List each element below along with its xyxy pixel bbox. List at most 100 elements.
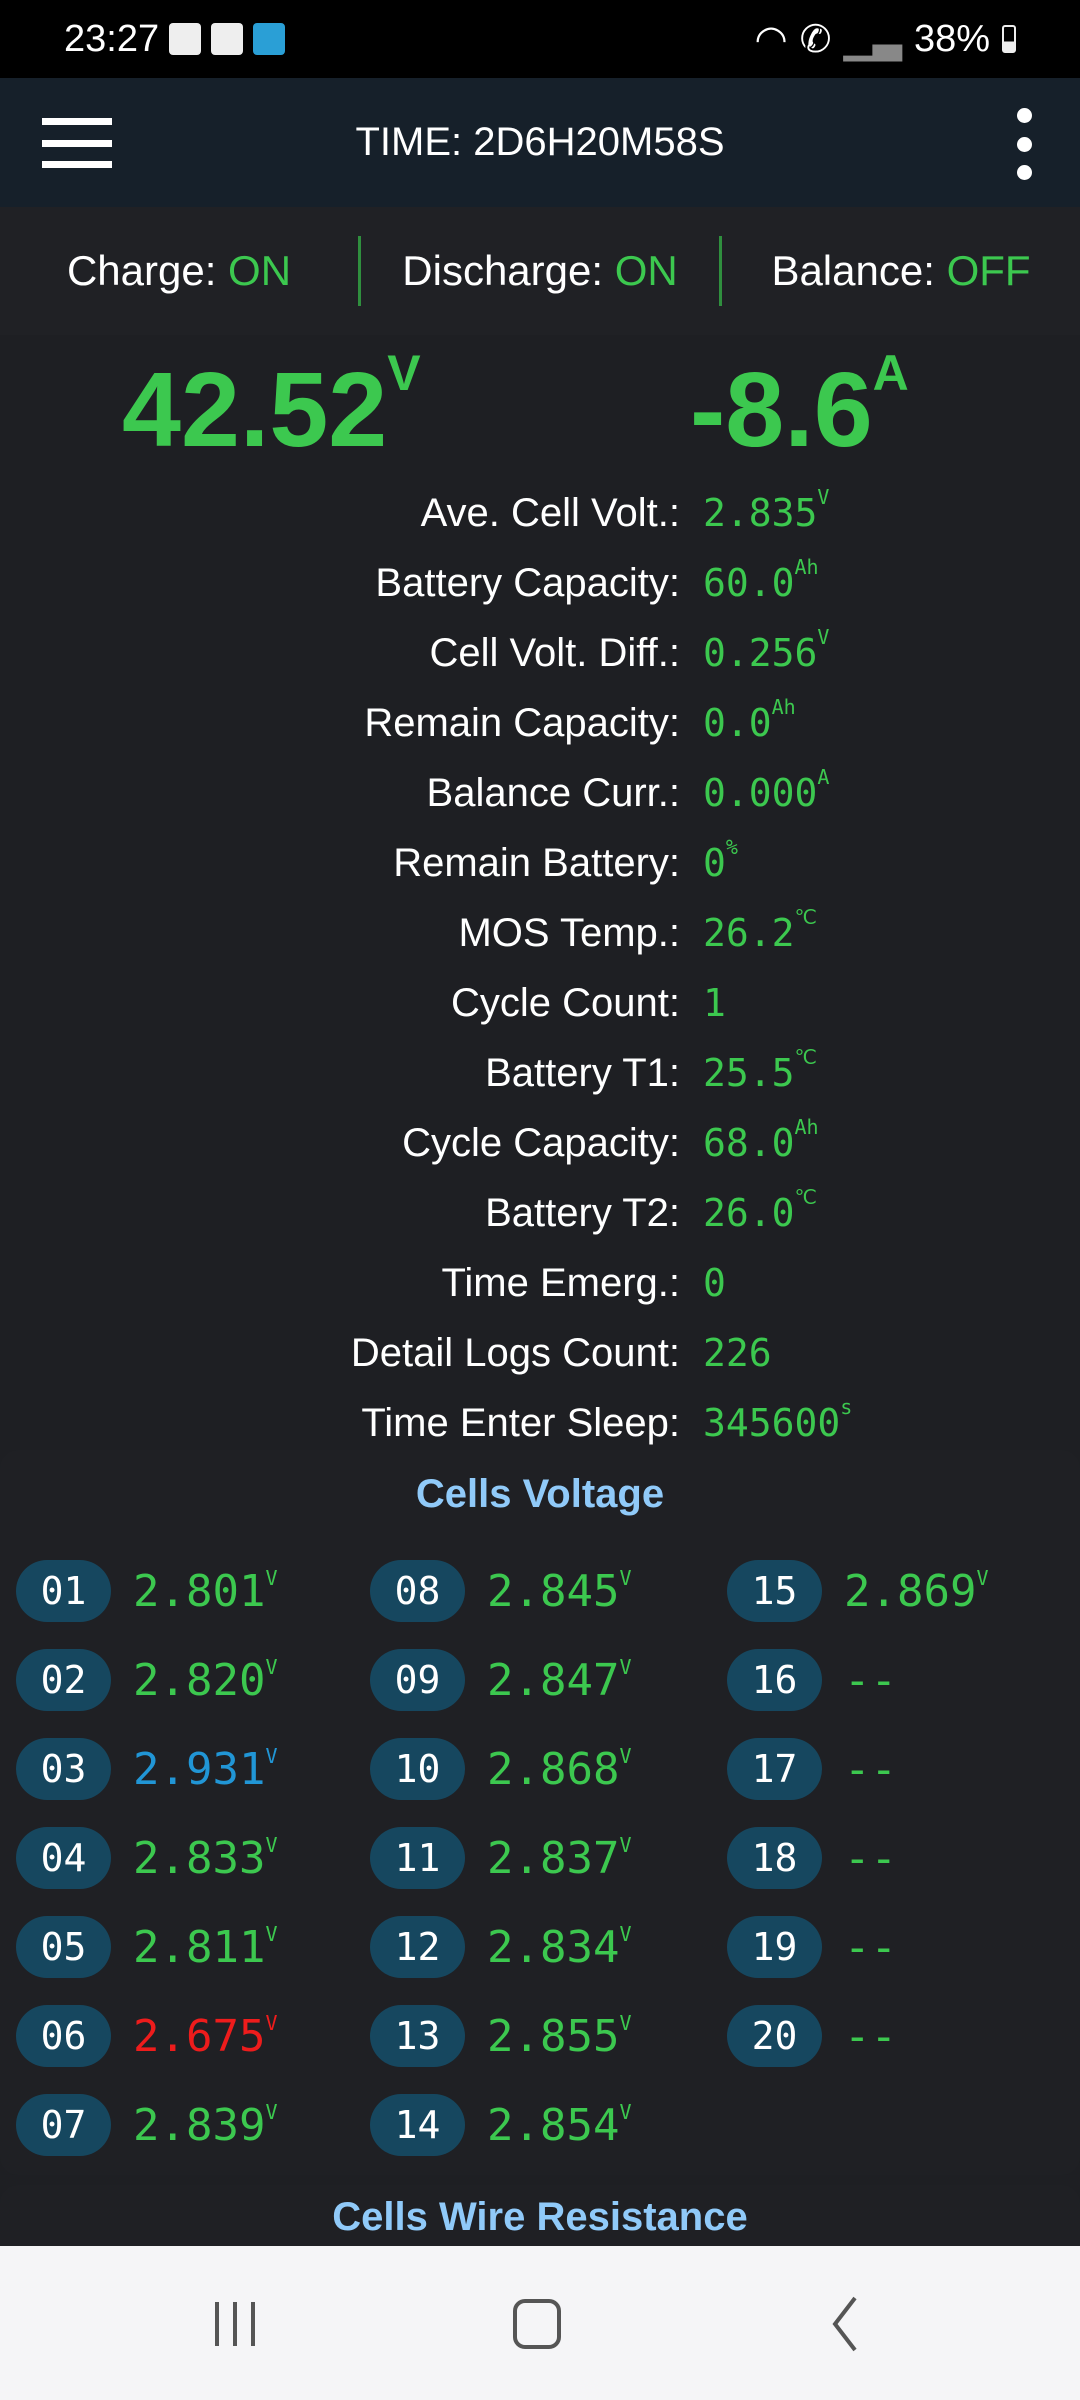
cell-number-badge: 12 bbox=[370, 1916, 465, 1978]
cell-voltage: 2.845V bbox=[487, 1566, 632, 1617]
detail-value: 226 bbox=[682, 1331, 772, 1375]
clock: 23:27 bbox=[64, 17, 160, 60]
value: 2.869 bbox=[844, 1565, 977, 1617]
unit: V bbox=[265, 2010, 278, 2035]
menu-icon[interactable] bbox=[42, 118, 112, 168]
value: 2.845 bbox=[487, 1565, 620, 1617]
cell-item: 17 -- bbox=[727, 1738, 897, 1800]
cell-item: 19 -- bbox=[727, 1916, 897, 1978]
unit: Ah bbox=[794, 555, 819, 579]
cell-voltage: 2.855V bbox=[487, 2011, 632, 2062]
detail-label: Cycle Count: bbox=[451, 980, 680, 1025]
unit: Ah bbox=[771, 695, 796, 719]
detail-value: 26.0℃ bbox=[682, 1185, 817, 1235]
current-unit: A bbox=[872, 345, 909, 401]
detail-row: Cycle Capacity: 68.0Ah bbox=[0, 1108, 1080, 1178]
detail-row: Remain Battery: 0% bbox=[0, 828, 1080, 898]
value: 1 bbox=[703, 981, 726, 1025]
cell-item: 10 2.868V bbox=[370, 1738, 632, 1800]
cell-voltage: 2.675V bbox=[133, 2011, 278, 2062]
cell-item: 08 2.845V bbox=[370, 1560, 632, 1622]
balance-state[interactable]: Balance: OFF bbox=[722, 247, 1080, 295]
page-title: TIME: 2D6H20M58S bbox=[355, 120, 725, 164]
detail-row: Battery T2: 26.0℃ bbox=[0, 1178, 1080, 1248]
cell-item: 20 -- bbox=[727, 2005, 897, 2067]
value: 2.855 bbox=[487, 2010, 620, 2062]
detail-row: Remain Capacity: 0.0Ah bbox=[0, 688, 1080, 758]
signal-icon: ▁▃ bbox=[843, 18, 902, 61]
value: 26.0 bbox=[703, 1191, 795, 1235]
balance-value: OFF bbox=[946, 247, 1031, 294]
detail-value: 60.0Ah bbox=[682, 555, 819, 605]
detail-label: Balance Curr.: bbox=[426, 770, 680, 815]
navigation-bar bbox=[0, 2246, 1080, 2400]
value: 2.854 bbox=[487, 2099, 620, 2151]
value: 2.847 bbox=[487, 1654, 620, 1706]
app-bar: TIME: 2D6H20M58S bbox=[0, 78, 1080, 207]
cell-voltage: 2.839V bbox=[133, 2100, 278, 2151]
cell-voltage: -- bbox=[844, 2011, 897, 2062]
unit: ℃ bbox=[794, 1045, 817, 1069]
value: 2.835 bbox=[703, 491, 818, 535]
detail-value: 26.2℃ bbox=[682, 905, 817, 955]
detail-label: Time Enter Sleep: bbox=[361, 1400, 680, 1445]
cell-voltage: 2.854V bbox=[487, 2100, 632, 2151]
cell-item: 05 2.811V bbox=[16, 1916, 278, 1978]
cell-item: 12 2.834V bbox=[370, 1916, 632, 1978]
detail-value: 25.5℃ bbox=[682, 1045, 817, 1095]
cell-item: 04 2.833V bbox=[16, 1827, 278, 1889]
detail-row: Detail Logs Count: 226 bbox=[0, 1318, 1080, 1388]
detail-label: Cycle Capacity: bbox=[402, 1120, 680, 1165]
battery-percent: 38% bbox=[913, 17, 990, 60]
value: 0 bbox=[703, 1261, 726, 1305]
discharge-state[interactable]: Discharge: ON bbox=[361, 247, 719, 295]
cells-voltage-card: Cells Voltage 01 2.801V 02 2.820V 03 2.931V 04… bbox=[0, 1450, 1080, 2175]
detail-value: 0.256V bbox=[682, 625, 829, 675]
detail-label: Remain Battery: bbox=[393, 840, 680, 885]
detail-label: MOS Temp.: bbox=[458, 910, 680, 955]
unit: % bbox=[725, 835, 738, 859]
value: 68.0 bbox=[703, 1121, 795, 1165]
recent-apps-icon[interactable] bbox=[205, 2294, 265, 2354]
detail-value: 345600s bbox=[682, 1395, 852, 1445]
unit: V bbox=[265, 1743, 278, 1768]
cell-number-badge: 13 bbox=[370, 2005, 465, 2067]
unit: V bbox=[619, 1832, 632, 1857]
cell-number-badge: 09 bbox=[370, 1649, 465, 1711]
unit: V bbox=[619, 1565, 632, 1590]
unit: Ah bbox=[794, 1115, 819, 1139]
cell-number-badge: 04 bbox=[16, 1827, 111, 1889]
cell-voltage: 2.833V bbox=[133, 1833, 278, 1884]
detail-label: Detail Logs Count: bbox=[350, 1330, 680, 1375]
cell-voltage: 2.847V bbox=[487, 1655, 632, 1706]
unit: s bbox=[840, 1395, 853, 1419]
home-icon[interactable] bbox=[508, 2294, 568, 2354]
cell-number-badge: 03 bbox=[16, 1738, 111, 1800]
battery-icon bbox=[1002, 25, 1016, 53]
cell-number-badge: 15 bbox=[727, 1560, 822, 1622]
unit: V bbox=[265, 1832, 278, 1857]
voltage-value: 42.52 bbox=[122, 351, 388, 469]
value: 2.833 bbox=[133, 1832, 266, 1884]
unit: V bbox=[265, 1921, 278, 1946]
charge-label: Charge: bbox=[66, 247, 229, 294]
cell-number-badge: 18 bbox=[727, 1827, 822, 1889]
value: 2.931 bbox=[133, 1743, 266, 1795]
cell-item: 03 2.931V bbox=[16, 1738, 278, 1800]
back-icon[interactable] bbox=[815, 2294, 875, 2354]
more-options-icon[interactable] bbox=[1016, 108, 1032, 180]
value: 0.256 bbox=[703, 631, 818, 675]
value: 226 bbox=[703, 1331, 772, 1375]
detail-row: Battery T1: 25.5℃ bbox=[0, 1038, 1080, 1108]
detail-row: Battery Capacity: 60.0Ah bbox=[0, 548, 1080, 618]
balance-label: Balance: bbox=[771, 247, 947, 294]
cell-voltage: 2.869V bbox=[844, 1566, 989, 1617]
value: -- bbox=[844, 1743, 897, 1795]
cell-item: 01 2.801V bbox=[16, 1560, 278, 1622]
detail-value: 1 bbox=[682, 981, 726, 1025]
charge-state[interactable]: Charge: ON bbox=[0, 247, 358, 295]
unit: V bbox=[619, 1654, 632, 1679]
value: 345600 bbox=[703, 1401, 841, 1445]
cell-item: 16 -- bbox=[727, 1649, 897, 1711]
detail-label: Cell Volt. Diff.: bbox=[429, 630, 680, 675]
